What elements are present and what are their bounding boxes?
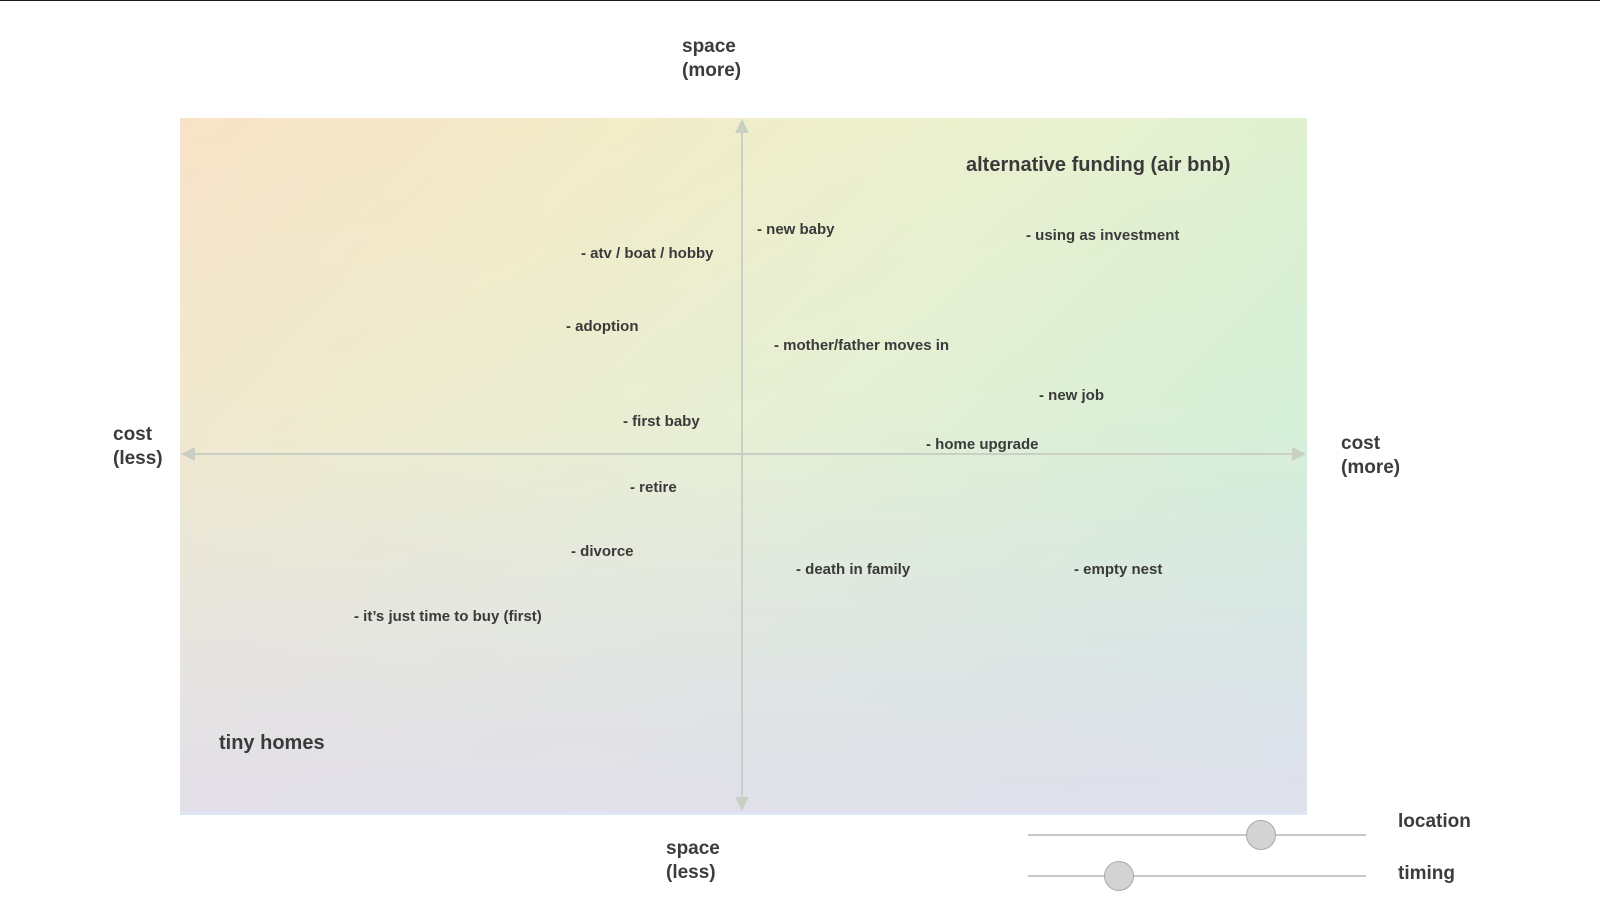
item-adoption: - adoption: [566, 318, 639, 335]
corner-label-alternative-funding: alternative funding (air bnb): [966, 154, 1231, 176]
timing-slider-track[interactable]: [1028, 875, 1366, 877]
item-death-in-family: - death in family: [796, 561, 911, 578]
axis-label-cost-less-line2: (less): [113, 448, 163, 469]
axis-label-space-less: space (less): [666, 837, 720, 885]
item-just-time-to-buy: - it’s just time to buy (first): [354, 608, 542, 625]
corner-label-tiny-homes: tiny homes: [219, 732, 325, 754]
item-home-upgrade: - home upgrade: [926, 436, 1039, 453]
axis-label-cost-less-line1: cost: [113, 424, 153, 445]
location-slider-track[interactable]: [1028, 834, 1366, 836]
timing-slider-label: timing: [1398, 863, 1455, 884]
location-slider-label: location: [1398, 811, 1471, 832]
axis-arrow-down: [735, 797, 749, 811]
axis-label-space-less-line2: (less): [666, 862, 716, 883]
axis-label-cost-more-line1: cost: [1341, 433, 1381, 454]
location-slider[interactable]: [1028, 820, 1366, 850]
item-divorce: - divorce: [571, 543, 634, 560]
item-new-job: - new job: [1039, 387, 1104, 404]
item-using-as-investment: - using as investment: [1026, 227, 1180, 244]
axis-label-space-more: space (more): [682, 35, 741, 83]
timing-slider[interactable]: [1028, 861, 1366, 891]
axis-label-space-less-line1: space: [666, 838, 720, 859]
item-atv-boat-hobby: - atv / boat / hobby: [581, 245, 714, 262]
axis-label-cost-more: cost (more): [1341, 432, 1400, 480]
axis-arrow-left: [181, 447, 195, 461]
timing-slider-thumb[interactable]: [1104, 861, 1135, 891]
item-new-baby: - new baby: [757, 221, 835, 238]
axis-label-space-more-line2: (more): [682, 60, 742, 81]
axis-label-cost-less: cost (less): [113, 423, 163, 471]
item-retire: - retire: [630, 479, 677, 496]
item-first-baby: - first baby: [623, 413, 700, 430]
location-slider-thumb[interactable]: [1246, 820, 1277, 850]
axis-label-cost-more-line2: (more): [1341, 457, 1401, 478]
axis-arrow-up: [735, 119, 749, 133]
quadrant-plot-area: alternative funding (air bnb) tiny homes…: [180, 118, 1307, 815]
axis-label-space-more-line1: space: [682, 36, 736, 57]
axis-arrow-right: [1292, 447, 1306, 461]
item-mother-father-moves-in: - mother/father moves in: [774, 337, 950, 354]
quadrant-axes: [181, 119, 1306, 811]
item-empty-nest: - empty nest: [1074, 561, 1163, 578]
